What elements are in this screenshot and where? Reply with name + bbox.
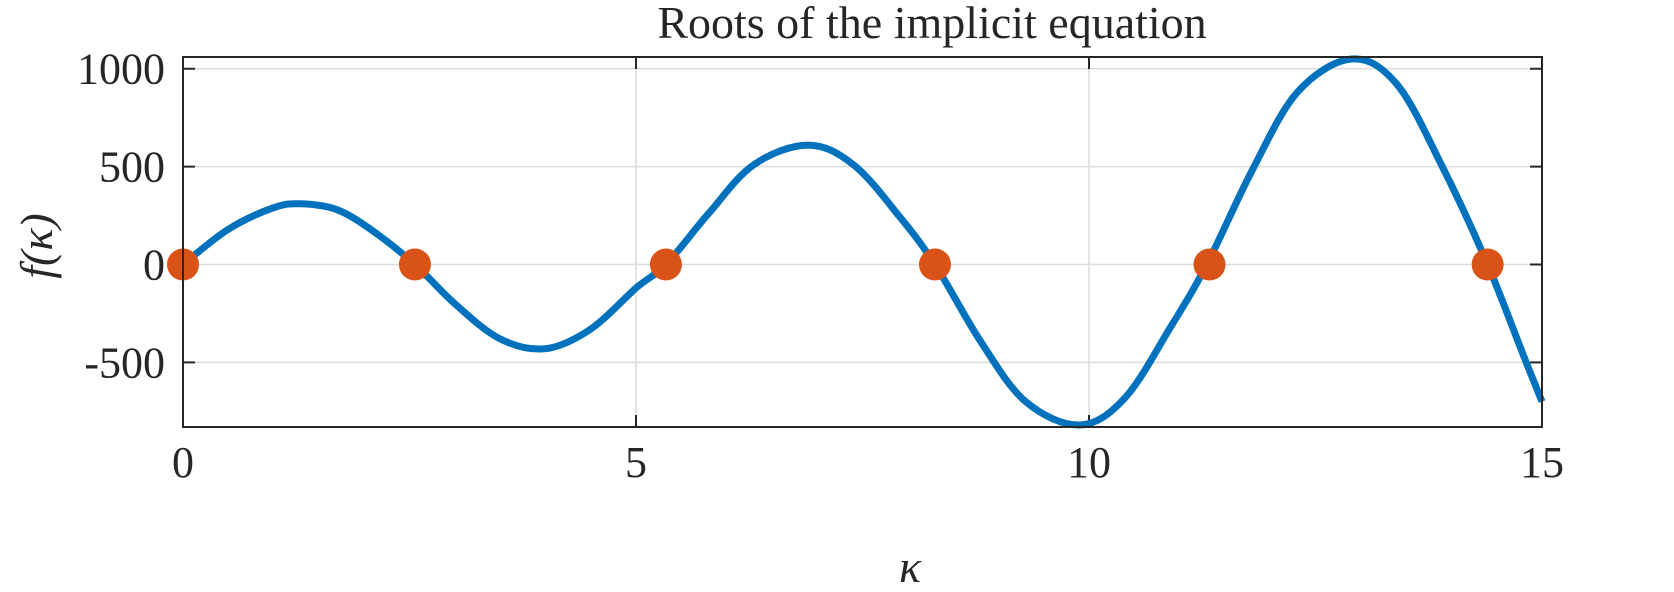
series-line-f [180,55,1546,429]
root-marker [1193,248,1226,281]
x-tick-label: 15 [1520,438,1564,487]
root-marker [918,248,951,281]
axis-ticks: 0 5 10 15 -500 0 500 1000 [77,45,1564,487]
plot-frame [182,56,1543,428]
y-axis-label: f(κ) [11,213,62,279]
root-marker [649,248,682,281]
y-tick-label: 0 [143,241,165,290]
y-tick-label: 500 [99,143,165,192]
root-marker [1471,248,1504,281]
x-tick-label: 10 [1067,438,1111,487]
x-tick-label: 5 [625,438,647,487]
y-tick-label: -500 [84,338,165,387]
series-layer [167,55,1546,429]
x-tick-label: 0 [172,438,194,487]
y-tick-label: 1000 [77,45,165,94]
x-axis-label: κ [899,541,922,592]
root-marker [398,248,431,281]
chart-title: Roots of the implicit equation [657,0,1206,48]
